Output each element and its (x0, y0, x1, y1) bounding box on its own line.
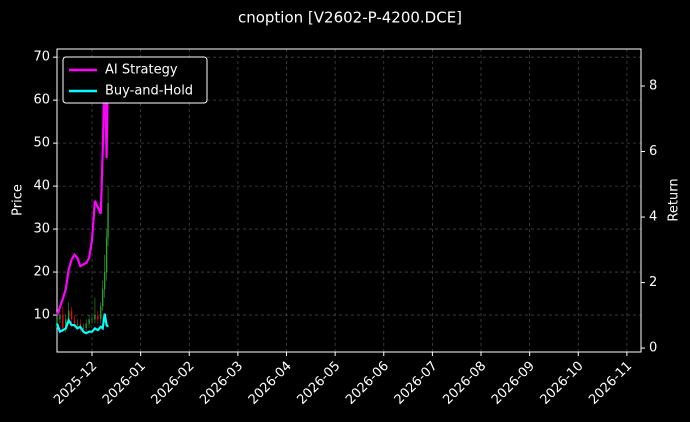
y-axis-label: Price (11, 184, 26, 216)
candle-body (82, 327, 84, 329)
y2-tick-label: 4 (649, 210, 657, 225)
candle-body (100, 306, 102, 320)
candle-body (107, 203, 109, 238)
candle-body (65, 319, 67, 328)
candle-body (67, 310, 70, 320)
y2-tick-label: 8 (649, 79, 657, 94)
candle-body (59, 315, 61, 320)
y2-tick-label: 2 (649, 275, 657, 290)
candle-body (103, 272, 106, 290)
return-line (55, 59, 110, 316)
candle-body (70, 310, 73, 320)
y-tick-label: 70 (33, 50, 50, 65)
legend-label: Buy-and-Hold (105, 84, 193, 99)
candle-body (88, 319, 90, 324)
chart-title: cnoption [V2602-P-4200.DCE] (238, 9, 462, 27)
y-tick-label: 50 (33, 136, 50, 151)
legend-label: AI Strategy (105, 63, 178, 78)
y-tick-label: 60 (33, 93, 50, 108)
candle-body (94, 315, 96, 320)
candle-body (76, 323, 79, 325)
y-tick-label: 20 (33, 265, 50, 280)
candle-body (97, 315, 99, 320)
candle-body (85, 323, 87, 328)
y2-tick-label: 6 (649, 144, 657, 159)
y2-tick-label: 0 (649, 341, 657, 356)
y-tick-label: 40 (33, 179, 50, 194)
plot-frame (56, 48, 642, 353)
candle-body (62, 315, 64, 328)
y2-axis-label: Return (667, 178, 682, 221)
candle-body (102, 289, 104, 307)
candle-body (105, 237, 108, 273)
y-tick-label: 10 (33, 308, 50, 323)
candle-body (91, 319, 93, 320)
y-tick-label: 30 (33, 222, 50, 237)
legend-box (62, 56, 208, 104)
candle-body (73, 319, 76, 324)
candle-body (56, 319, 58, 324)
return-line (55, 313, 109, 335)
